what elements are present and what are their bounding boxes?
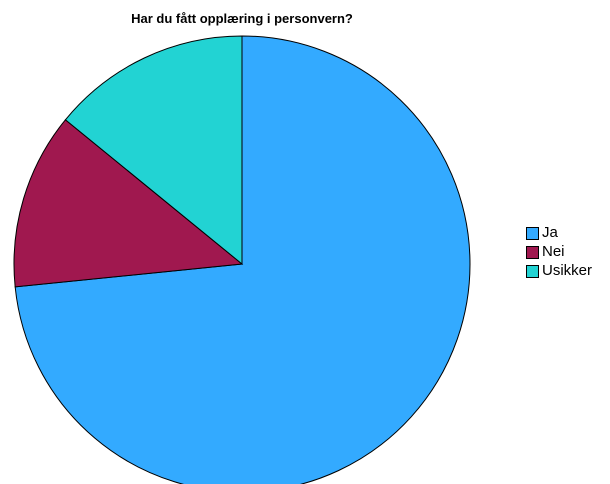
legend: Ja Nei Usikker [526, 224, 592, 281]
legend-swatch-usikker [526, 264, 539, 278]
legend-swatch-nei [526, 245, 539, 259]
pie-slice-ja [14, 35, 471, 484]
legend-item-usikker: Usikker [526, 262, 592, 280]
legend-item-ja: Ja [526, 224, 592, 242]
pie-slice-nei [13, 119, 244, 288]
legend-label-ja: Ja [542, 224, 558, 241]
legend-label-usikker: Usikker [542, 262, 593, 279]
legend-swatch-ja [526, 226, 539, 240]
chart-title: Har du fått opplæring i personvern? [131, 11, 353, 26]
legend-item-nei: Nei [526, 243, 592, 261]
pie-slice-usikker [64, 35, 243, 266]
legend-label-nei: Nei [542, 243, 565, 260]
